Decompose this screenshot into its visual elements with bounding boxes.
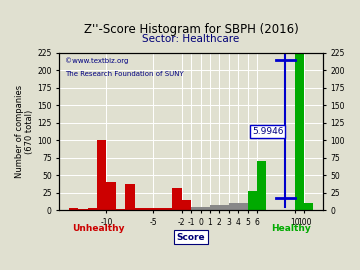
Bar [294,53,304,210]
Bar [257,161,266,210]
Bar [78,209,87,210]
Text: 5.9946: 5.9946 [252,127,283,136]
Bar [248,191,257,210]
Bar [201,207,210,210]
Text: The Research Foundation of SUNY: The Research Foundation of SUNY [64,72,183,77]
Bar [153,208,163,210]
Bar [116,209,125,210]
Bar [238,203,248,210]
Bar [97,140,106,210]
Bar [229,203,238,210]
Bar [69,208,78,210]
Bar [191,207,201,210]
Bar [144,208,153,210]
Bar [219,205,229,210]
Bar [125,184,135,210]
Text: ©www.textbiz.org: ©www.textbiz.org [64,57,128,64]
Bar [182,200,191,210]
Y-axis label: Number of companies
(670 total): Number of companies (670 total) [15,85,35,178]
Bar [135,208,144,210]
Title: Z''-Score Histogram for SBPH (2016): Z''-Score Histogram for SBPH (2016) [84,23,298,36]
Bar [106,182,116,210]
Text: Healthy: Healthy [271,224,311,233]
Text: Sector: Healthcare: Sector: Healthcare [143,34,240,44]
Bar [163,208,172,210]
X-axis label: Score: Score [177,232,206,241]
Bar [304,203,314,210]
Bar [210,205,219,210]
Bar [172,188,182,210]
Bar [87,208,97,210]
Text: Unhealthy: Unhealthy [73,224,125,233]
